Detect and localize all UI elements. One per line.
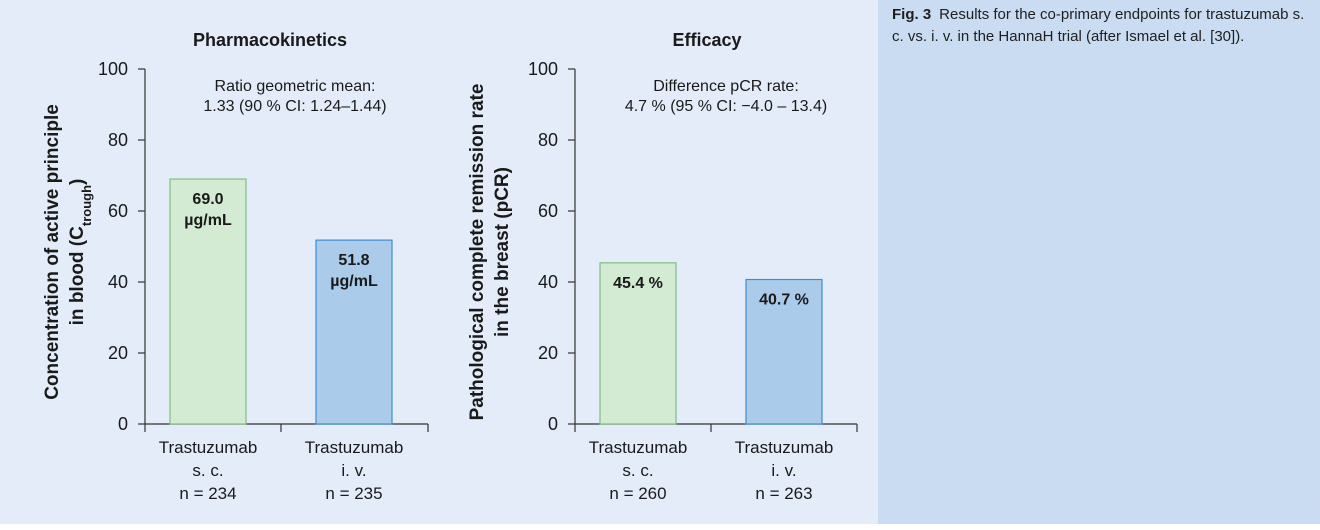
chart1-y-tick-label: 80 <box>108 130 128 150</box>
chart2-annotation: Difference pCR rate: <box>653 78 799 95</box>
chart1-y-axis-label-subscript: trough <box>79 185 94 226</box>
chart2-category-label: i. v. <box>771 461 796 480</box>
chart1-y-tick-label: 20 <box>108 343 128 363</box>
chart1-y-tick-label: 0 <box>118 414 128 434</box>
chart2-bar-value-label: 40.7 % <box>759 292 809 309</box>
chart1-bar-1 <box>169 178 247 425</box>
figure-caption: Fig. 3 Results for the co-primary endpoin… <box>892 4 1307 48</box>
chart2-annotation: 4.7 % (95 % CI: −4.0 – 13.4) <box>625 98 827 115</box>
chart1-y-axis-label-suffix: ) <box>67 179 88 185</box>
chart2-y-tick-label: 20 <box>538 343 558 363</box>
chart1-category-label: Trastuzumab <box>159 438 258 457</box>
chart1-y-tick-label: 40 <box>108 272 128 292</box>
chart2-title: Efficacy <box>672 30 741 50</box>
chart1-title: Pharmacokinetics <box>193 30 347 50</box>
chart1-y-axis-label-prefix: in blood (C <box>67 226 88 325</box>
chart1-annotation: Ratio geometric mean: <box>215 78 376 95</box>
chart2-category-label: s. c. <box>622 461 653 480</box>
caption-label: Fig. 3 <box>892 6 932 23</box>
chart1-y-tick-label: 60 <box>108 201 128 221</box>
chart1-bar-value-label: µg/mL <box>330 273 378 290</box>
chart2-bar-value-label: 45.4 % <box>613 275 663 292</box>
chart1-y-axis-label-line2: in blood (Ctrough) <box>67 179 94 326</box>
chart2-y-tick-label: 40 <box>538 272 558 292</box>
chart1-category-label: Trastuzumab <box>305 438 404 457</box>
chart2-y-tick-label: 80 <box>538 130 558 150</box>
chart1-annotation: 1.33 (90 % CI: 1.24–1.44) <box>203 98 386 115</box>
chart2-y-tick-label: 60 <box>538 201 558 221</box>
caption-panel <box>878 0 1320 524</box>
chart2-y-axis-label-prefix: in the breast (pCR) <box>492 167 513 337</box>
chart2-y-axis-label: Pathological complete remission rate <box>467 84 488 421</box>
chart1-bar-2 <box>315 239 393 425</box>
chart2-y-tick-label: 0 <box>548 414 558 434</box>
chart2-bar-1 <box>599 262 677 425</box>
chart2-category-label: Trastuzumab <box>589 438 688 457</box>
charts-svg: Pharmacokinetics 0 20 40 60 80 100 69.0 µg/mL 51.… <box>42 30 858 503</box>
figure-panel <box>0 0 878 524</box>
chart2-category-label: Trastuzumab <box>735 438 834 457</box>
chart1-category-label: n = 234 <box>179 484 236 503</box>
chart2-bar-2 <box>745 278 823 425</box>
chart2-category-label: n = 263 <box>755 484 812 503</box>
chart1-category-label: s. c. <box>192 461 223 480</box>
chart1-category-label: i. v. <box>341 461 366 480</box>
chart1-y-tick-label: 100 <box>98 59 128 79</box>
chart2-category-label: n = 260 <box>609 484 666 503</box>
caption-text: Results for the co-primary endpoints for… <box>892 6 1305 45</box>
chart1-y-axis-label: Concentration of active principle <box>42 104 63 400</box>
chart1-bar-value-label: 51.8 <box>338 252 369 269</box>
chart1-category-label: n = 235 <box>325 484 382 503</box>
chart1-bar-value-label: µg/mL <box>184 212 232 229</box>
chart1-bar-value-label: 69.0 <box>192 191 223 208</box>
chart2-y-axis-label-line2: in the breast (pCR) <box>492 167 513 337</box>
chart2-y-tick-label: 100 <box>528 59 558 79</box>
